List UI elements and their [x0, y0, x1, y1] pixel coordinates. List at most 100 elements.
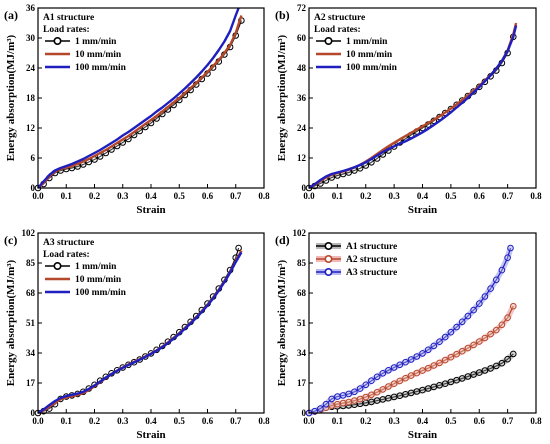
- series: [37, 7, 240, 189]
- legend-entry: A1 structure: [346, 242, 397, 252]
- panel-label: (a): [4, 8, 18, 22]
- series: [37, 15, 243, 189]
- x-tick-label: 0.5: [445, 191, 457, 201]
- y-tick-label: 72: [297, 3, 307, 13]
- data-point: [481, 367, 489, 374]
- data-point: [339, 392, 347, 399]
- y-tick-label: 36: [297, 93, 307, 103]
- data-point: [481, 293, 489, 300]
- legend-entry: 100 mm/min: [346, 63, 398, 73]
- panel-label: (b): [275, 8, 290, 22]
- y-tick-label: 24: [297, 123, 307, 133]
- panel-header: Load rates:: [43, 250, 90, 260]
- data-point: [424, 364, 432, 372]
- legend-marker: [324, 242, 333, 251]
- data-point: [441, 356, 449, 364]
- x-tick-label: 0.7: [230, 416, 242, 426]
- y-tick-label: 85: [297, 258, 307, 268]
- y-tick-label: 102: [22, 228, 36, 238]
- data-point: [424, 385, 432, 392]
- y-tick-label: 6: [31, 153, 36, 163]
- y-tick-label: 30: [26, 33, 36, 43]
- x-axis-label: Strain: [136, 429, 165, 441]
- data-point: [379, 386, 387, 393]
- data-point: [419, 350, 426, 357]
- panel-label: (d): [275, 233, 290, 247]
- data-point: [441, 333, 449, 341]
- data-point: [441, 380, 449, 388]
- data-point: [487, 365, 494, 372]
- y-axis-label: Energy absorption(MJ/m³): [5, 259, 17, 386]
- data-point: [487, 330, 494, 338]
- data-point: [373, 388, 381, 396]
- data-point: [345, 398, 353, 406]
- data-point: [481, 334, 489, 342]
- x-tick-label: 0.4: [417, 191, 429, 201]
- y-tick-label: 0: [302, 408, 307, 418]
- data-point: [368, 391, 375, 399]
- data-point: [385, 383, 392, 390]
- legend: 1 mm/min 10 mm/min 100 mm/min: [316, 36, 398, 73]
- legend-entry: 1 mm/min: [75, 37, 117, 47]
- series-line: [308, 22, 518, 190]
- data-point: [407, 356, 415, 363]
- data-point: [447, 328, 455, 336]
- data-point: [430, 342, 438, 350]
- x-tick-label: 0.6: [202, 191, 214, 201]
- panel-header: Load rates:: [314, 25, 361, 35]
- data-point: [458, 375, 466, 382]
- data-point: [424, 346, 432, 354]
- legend: A1 structure A2 structure A3 structure: [316, 242, 397, 278]
- data-point: [430, 383, 438, 391]
- data-point: [453, 376, 460, 384]
- data-point: [493, 276, 500, 284]
- series: [308, 22, 518, 190]
- chart-panel: 0.0 0.1 0.2 0.3 0.4 0.5 0.6 0.7 0.8 0 12 24 36 48 60 72…: [275, 3, 542, 216]
- x-tick-label: 0.6: [202, 416, 214, 426]
- y-tick-label: 48: [297, 63, 307, 73]
- legend-entry: 1 mm/min: [346, 37, 388, 47]
- x-tick-label: 0.6: [474, 416, 486, 426]
- x-tick-label: 0.4: [417, 416, 429, 426]
- panel-header: A3 structure: [43, 238, 94, 248]
- series: [37, 250, 243, 415]
- legend-entry: 1 mm/min: [75, 262, 117, 272]
- y-tick-label: 34: [26, 348, 36, 358]
- data-point: [464, 373, 472, 380]
- data-point: [407, 389, 415, 397]
- x-tick-label: 0.1: [332, 191, 344, 201]
- data-point: [356, 385, 364, 392]
- data-point: [379, 370, 387, 377]
- data-point: [373, 397, 381, 404]
- legend-entry: A2 structure: [346, 255, 397, 265]
- data-point: [436, 382, 443, 389]
- x-tick-label: 0.0: [303, 191, 315, 201]
- x-tick-label: 0.4: [145, 416, 157, 426]
- y-tick-label: 51: [26, 318, 36, 328]
- x-tick-label: 0.2: [360, 191, 372, 201]
- x-axis-label: Strain: [408, 204, 437, 216]
- data-point: [317, 405, 324, 412]
- panel-header: Load rates:: [43, 25, 90, 35]
- data-point: [396, 377, 404, 385]
- data-point: [498, 266, 506, 274]
- x-tick-label: 0.8: [530, 416, 542, 426]
- x-tick-label: 0.0: [32, 191, 44, 201]
- x-tick-label: 0.7: [502, 416, 514, 426]
- data-point: [498, 359, 506, 367]
- data-point: [235, 244, 242, 252]
- x-axis-label: Strain: [136, 204, 165, 216]
- data-point: [498, 321, 506, 329]
- x-tick-label: 0.4: [145, 191, 157, 201]
- x-tick-label: 0.3: [389, 191, 401, 201]
- legend-marker: [324, 36, 333, 45]
- data-point: [430, 362, 438, 369]
- legend-marker: [53, 261, 62, 270]
- data-point: [390, 380, 398, 388]
- data-point: [413, 369, 421, 377]
- data-point: [464, 312, 472, 320]
- data-point: [362, 381, 370, 389]
- data-point: [385, 367, 392, 374]
- plot-frame: [37, 7, 265, 189]
- y-tick-label: 68: [297, 288, 307, 298]
